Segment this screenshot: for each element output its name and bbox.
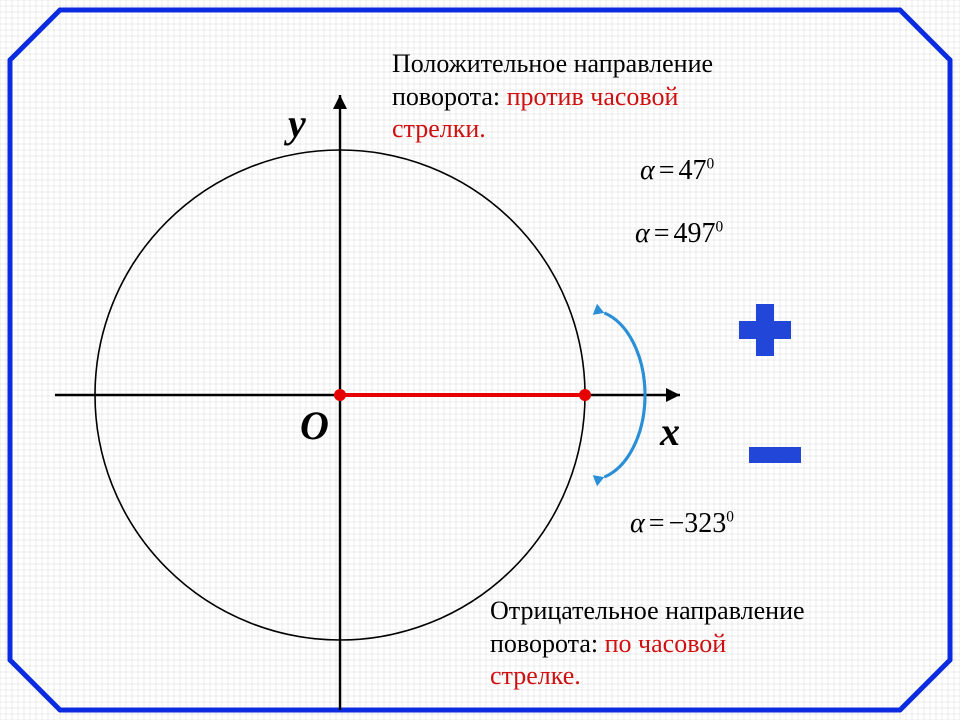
neg-line2b: по часовой [605, 629, 727, 658]
neg-line1: Отрицательное направление [490, 596, 805, 625]
pos-line1: Положительное направление [392, 49, 713, 78]
pos-line2b: против часовой [507, 82, 679, 111]
pos-line3: стрелки. [392, 114, 486, 143]
negative-direction-text: Отрицательное направление поворота: по ч… [490, 595, 805, 693]
point-0 [334, 389, 346, 401]
x-axis-label: x [660, 408, 680, 455]
positive-direction-text: Положительное направление поворота: прот… [392, 48, 713, 146]
y-axis-label: y [288, 100, 306, 147]
point-1 [579, 389, 591, 401]
angle-value-3: α=−3230 [630, 508, 734, 540]
pos-line2a: поворота: [392, 82, 507, 111]
neg-line3: стрелке. [490, 661, 581, 690]
neg-line2a: поворота: [490, 629, 605, 658]
angle-value-2: α=4970 [635, 218, 723, 250]
minus-icon [749, 447, 801, 463]
diagram-stage: y x O Положительное направление поворота… [0, 0, 960, 720]
origin-label: O [300, 402, 329, 449]
angle-value-1: α=470 [640, 155, 714, 187]
